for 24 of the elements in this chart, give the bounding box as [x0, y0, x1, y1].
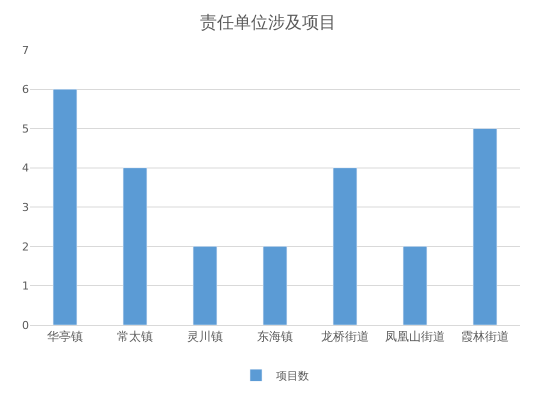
x-tick-label: 华亭镇 — [47, 329, 83, 344]
bar — [192, 246, 218, 325]
y-tick-label: 5 — [22, 122, 29, 136]
x-tick-label: 霞林街道 — [461, 329, 509, 344]
x-tick-label: 凤凰山街道 — [385, 329, 445, 344]
y-tick-label: 6 — [22, 83, 29, 96]
bar — [332, 168, 358, 325]
y-tick-label: 4 — [22, 162, 29, 175]
bar — [122, 168, 148, 325]
bar — [52, 89, 78, 325]
y-tick-label: 3 — [22, 200, 29, 214]
x-tick-label: 灵川镇 — [187, 329, 223, 344]
x-tick-label: 龙桥街道 — [321, 329, 369, 344]
y-tick-label: 1 — [22, 280, 29, 293]
x-tick-label: 常太镇 — [117, 329, 153, 344]
legend-label: 项目数 — [276, 370, 309, 383]
y-tick-label: 7 — [22, 44, 29, 57]
bar — [402, 246, 428, 325]
y-tick-label: 2 — [22, 240, 29, 254]
chart-title: 责任单位涉及项目 — [200, 12, 336, 33]
y-tick-label: 0 — [22, 318, 29, 332]
bar — [262, 246, 288, 325]
bar — [472, 128, 498, 325]
x-tick-label: 东海镇 — [257, 329, 293, 344]
